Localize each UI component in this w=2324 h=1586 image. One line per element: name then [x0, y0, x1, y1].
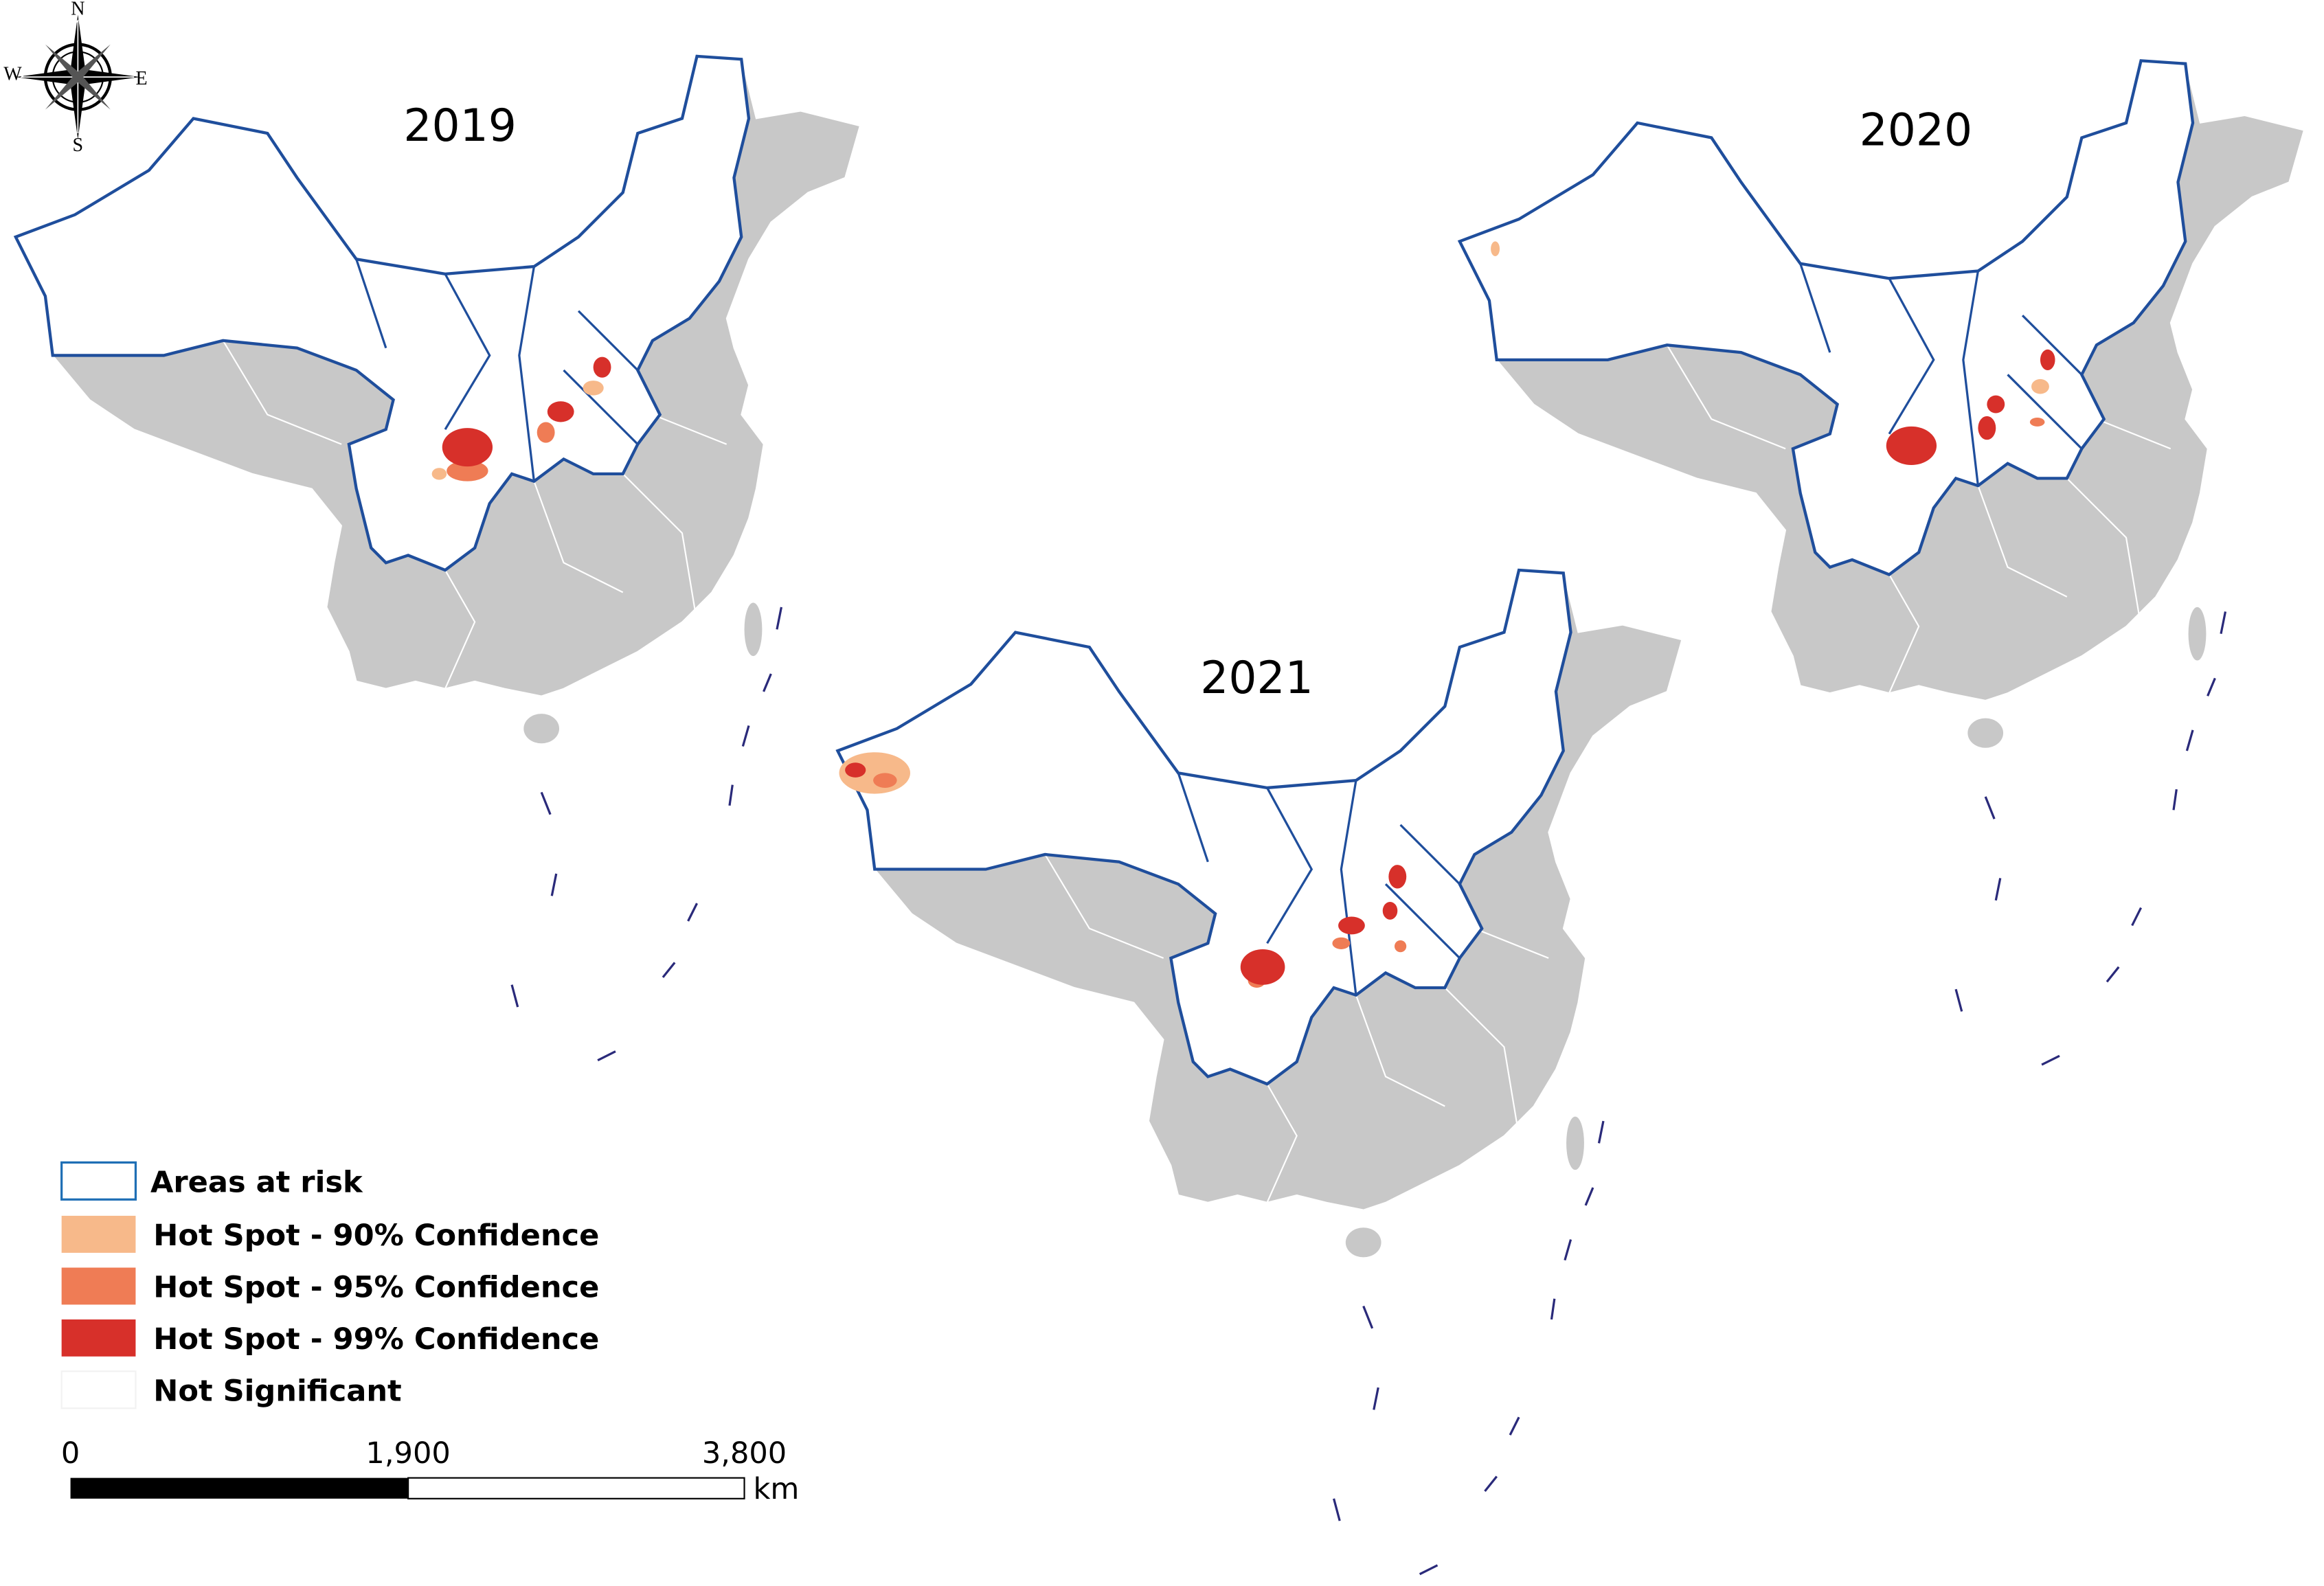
compass: N S E W [3, 0, 147, 156]
compass-w: W [3, 63, 22, 84]
map-title: 2021 [1200, 653, 1313, 704]
legend-label: Hot Spot - 95% Confidence [153, 1271, 599, 1305]
compass-s: S [73, 135, 84, 156]
legend-swatch [60, 1161, 137, 1201]
scale-label: 1,900 [365, 1436, 450, 1471]
legend-swatch [61, 1216, 136, 1253]
legend-label: Areas at risk [150, 1166, 363, 1200]
legend-label: Hot Spot - 99% Confidence [153, 1322, 599, 1357]
legend-swatch [61, 1267, 136, 1305]
compass-e: E [136, 68, 148, 89]
map-title: 2019 [403, 100, 517, 152]
legend-swatch [61, 1319, 136, 1357]
scale-label: 0 [61, 1436, 80, 1471]
scale-label: 3,800 [702, 1436, 787, 1471]
map-2021 [837, 570, 1682, 1574]
scale-unit: km [753, 1472, 799, 1506]
legend: Areas at risk Hot Spot - 90% Confidence … [60, 1161, 599, 1409]
map-2019 [16, 56, 860, 1061]
legend-label: Not Significant [153, 1374, 401, 1409]
map-title: 2020 [1860, 104, 1973, 156]
legend-swatch [60, 1370, 137, 1409]
compass-n: N [71, 0, 84, 20]
map-2020 [1460, 60, 2304, 1065]
scale-bar: 0 1,900 3,800 km [61, 1436, 800, 1506]
legend-label: Hot Spot - 90% Confidence [153, 1219, 599, 1253]
